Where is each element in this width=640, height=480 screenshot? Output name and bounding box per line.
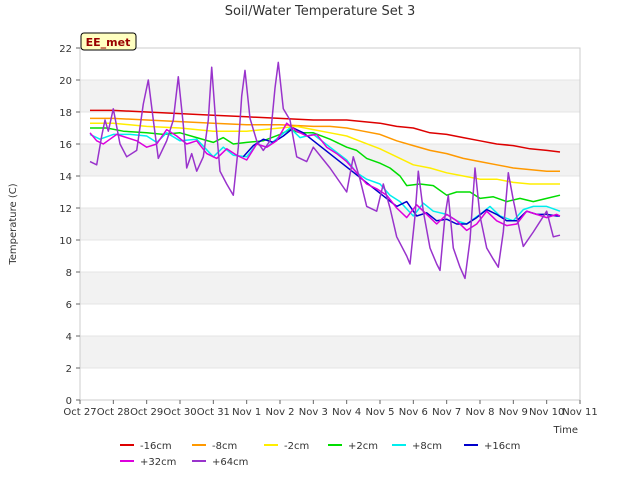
series-layer <box>89 61 561 280</box>
legend-label: +32cm <box>140 457 176 468</box>
grid-band <box>80 272 580 304</box>
x-tick-label: Nov 1 <box>232 407 261 418</box>
legend-label: -8cm <box>212 441 237 452</box>
x-tick-label: Nov 4 <box>332 407 361 418</box>
y-tick-label: 20 <box>59 76 72 87</box>
y-tick-label: 10 <box>59 236 72 247</box>
legend-item: +8cm <box>392 441 442 452</box>
legend-item: -8cm <box>192 441 237 452</box>
series-line-7 <box>89 122 561 232</box>
station-badge-box <box>80 32 137 51</box>
legend-item: -16cm <box>120 441 172 452</box>
x-tick-label: Nov 6 <box>399 407 428 418</box>
x-axis: Oct 27 Oct 28 Oct 29 Oct 30 Oct 31 Nov 1 Nov 2… <box>63 400 598 418</box>
x-tick-label: Nov 8 <box>465 407 494 418</box>
legend-label: +8cm <box>412 441 442 452</box>
series-line-4 <box>90 127 561 203</box>
x-axis-label: Time <box>553 425 578 436</box>
y-tick-label: 22 <box>59 44 72 55</box>
legend-label: -2cm <box>284 441 309 452</box>
grid-band <box>80 336 580 368</box>
legend-item: -2cm <box>264 441 309 452</box>
x-tick-label: Oct 30 <box>163 407 196 418</box>
legend-item: +64cm <box>192 457 248 468</box>
y-tick-label: 2 <box>66 364 72 375</box>
x-tick-label: Nov 10 <box>529 407 564 418</box>
station-badge-label: EE_met <box>86 36 131 49</box>
x-tick-label: Nov 2 <box>265 407 294 418</box>
y-axis-label: Temperature (C) <box>8 183 19 265</box>
legend: -16cm -8cm -2cm +2cm +8cm +16cm +32cm +64cm <box>120 441 520 468</box>
x-tick-label: Nov 5 <box>365 407 394 418</box>
y-tick-label: 18 <box>59 108 72 119</box>
legend-item: +16cm <box>464 441 520 452</box>
legend-label: +64cm <box>212 457 248 468</box>
grid-band <box>80 80 580 112</box>
y-tick-label: 6 <box>66 300 72 311</box>
y-axis: 0 2 4 6 8 10 12 14 16 18 20 22 <box>59 44 80 407</box>
y-tick-label: 8 <box>66 268 72 279</box>
legend-label: +2cm <box>348 441 378 452</box>
station-badge: EE_met <box>80 32 137 51</box>
legend-label: -16cm <box>140 441 172 452</box>
y-tick-label: 16 <box>59 140 72 151</box>
x-tick-label: Oct 27 <box>63 407 96 418</box>
y-tick-label: 0 <box>66 396 72 407</box>
y-tick-label: 4 <box>66 332 72 343</box>
series-line-1 <box>90 109 561 153</box>
x-tick-label: Oct 29 <box>130 407 163 418</box>
y-tick-label: 12 <box>59 204 72 215</box>
x-tick-label: Nov 3 <box>299 407 328 418</box>
legend-item: +2cm <box>328 441 378 452</box>
chart-title: Soil/Water Temperature Set 3 <box>225 4 416 19</box>
x-tick-label: Nov 7 <box>432 407 461 418</box>
x-tick-label: Nov 9 <box>499 407 528 418</box>
series-line-8 <box>89 61 561 280</box>
y-tick-label: 14 <box>59 172 72 183</box>
x-tick-label: Nov 11 <box>562 407 597 418</box>
plot-frame <box>79 47 581 401</box>
legend-label: +16cm <box>484 441 520 452</box>
series-line-3 <box>90 122 560 185</box>
x-tick-label: Oct 31 <box>197 407 230 418</box>
series-line-2 <box>90 117 560 172</box>
legend-item: +32cm <box>120 457 176 468</box>
x-tick-label: Oct 28 <box>97 407 130 418</box>
